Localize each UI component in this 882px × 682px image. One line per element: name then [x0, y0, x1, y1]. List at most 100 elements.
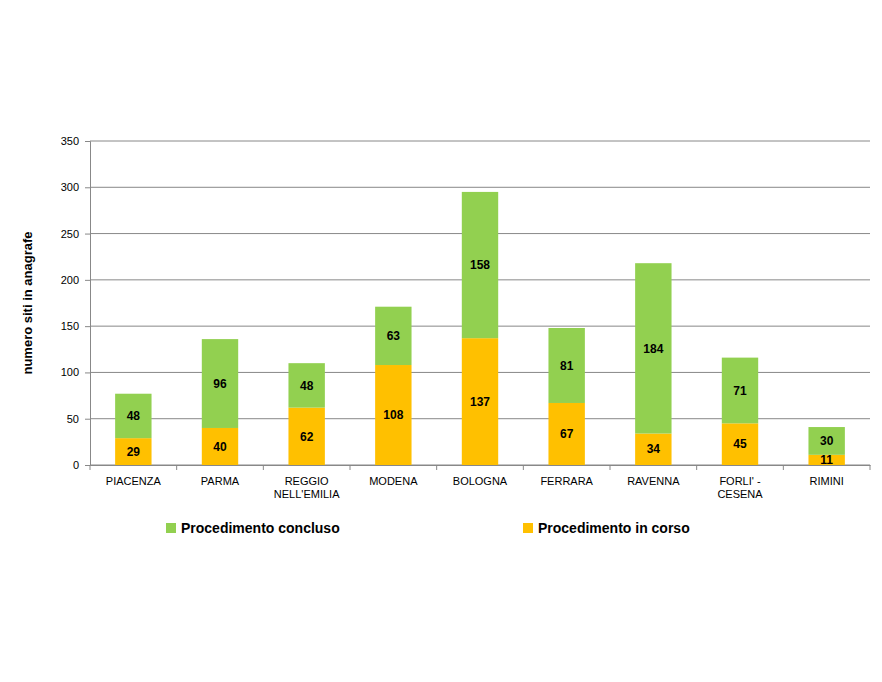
data-label: 34 — [647, 442, 661, 456]
bar — [375, 307, 411, 365]
y-tick: 300 — [61, 181, 90, 193]
x-tick: FERRARA — [540, 465, 593, 487]
data-label: 30 — [820, 434, 834, 448]
x-separators — [90, 465, 870, 470]
y-tick: 0 — [73, 459, 90, 471]
y-tick-mark — [85, 419, 90, 420]
y-tick-label: 350 — [61, 135, 79, 147]
x-tick: PARMA — [201, 465, 240, 487]
y-tick-label: 200 — [61, 274, 79, 286]
data-label: 71 — [733, 384, 747, 398]
x-tick-label: RAVENNA — [627, 475, 680, 487]
y-axis-title: numero siti in anagrafe — [20, 231, 35, 374]
x-tick-label-line: NELL'EMILIA — [274, 488, 340, 500]
y-tick-mark — [85, 326, 90, 327]
x-separator — [176, 465, 177, 470]
data-label: 62 — [300, 430, 314, 444]
bar — [635, 263, 671, 433]
x-tick: REGGIONELL'EMILIA — [274, 465, 340, 500]
y-tick-mark — [85, 280, 90, 281]
data-label: 158 — [470, 258, 490, 272]
x-separator — [90, 465, 91, 470]
bar — [288, 363, 324, 407]
y-tick-label: 50 — [67, 413, 79, 425]
x-separator — [610, 465, 611, 470]
y-tick: 200 — [61, 274, 90, 286]
legend-item: Procedimento in corso — [523, 520, 690, 536]
bar — [375, 365, 411, 465]
data-label: 48 — [300, 379, 314, 393]
x-tick: MODENA — [369, 465, 418, 487]
y-tick-label: 150 — [61, 320, 79, 332]
data-labels: 2940621081376734451148964863158811847130 — [127, 258, 834, 467]
grid-line — [90, 187, 870, 188]
data-label: 40 — [213, 440, 227, 454]
x-tick-label-line: CESENA — [717, 488, 763, 500]
data-label: 48 — [127, 409, 141, 423]
y-tick: 350 — [61, 135, 90, 147]
grid-line — [90, 141, 870, 142]
x-tick-label: RIMINI — [810, 475, 844, 487]
x-tick: RAVENNA — [627, 465, 680, 487]
x-tick: RIMINI — [810, 465, 844, 487]
x-tick: BOLOGNA — [453, 465, 508, 487]
data-label: 184 — [643, 342, 663, 356]
x-separator — [696, 465, 697, 470]
x-tick-label: FERRARA — [540, 475, 593, 487]
y-tick-mark — [85, 465, 90, 466]
legend-swatch — [523, 523, 533, 533]
legend-swatch — [166, 523, 176, 533]
series — [115, 192, 845, 455]
y-tick-label: 100 — [61, 366, 79, 378]
x-separator — [783, 465, 784, 470]
y-tick-mark — [85, 234, 90, 235]
x-tick-label-line: FORLI' - — [719, 475, 761, 487]
y-axis-line — [85, 142, 91, 466]
x-separator — [350, 465, 351, 470]
bar — [808, 427, 844, 455]
bar — [202, 339, 238, 428]
x-axis: PIACENZA PARMA REGGIONELL'EMILIA MODENA BOLO… — [91, 465, 871, 500]
data-label: 45 — [733, 437, 747, 451]
data-label: 11 — [820, 453, 833, 467]
x-tick: FORLI' -CESENA — [717, 465, 763, 500]
data-label: 81 — [560, 359, 574, 373]
bar — [115, 438, 151, 465]
legend-label: Procedimento in corso — [538, 520, 690, 536]
grid — [90, 141, 870, 465]
x-tick-label: REGGIONELL'EMILIA — [274, 475, 340, 500]
y-tick: 100 — [61, 366, 90, 378]
bar — [462, 192, 498, 338]
bar — [722, 423, 758, 465]
y-tick-label: 300 — [61, 181, 79, 193]
x-tick-label: PARMA — [201, 475, 240, 487]
x-separator — [523, 465, 524, 470]
legend: Procedimento concluso Procedimento in cor… — [166, 520, 690, 536]
data-label: 63 — [387, 329, 401, 343]
bar — [288, 408, 324, 465]
bar — [202, 428, 238, 465]
x-tick-label: PIACENZA — [106, 475, 162, 487]
x-axis-line — [91, 465, 871, 466]
series — [115, 338, 845, 465]
x-tick-label: FORLI' -CESENA — [717, 475, 763, 500]
data-label: 137 — [470, 395, 490, 409]
x-separator — [870, 465, 871, 470]
x-tick-label: BOLOGNA — [453, 475, 508, 487]
data-label: 67 — [560, 427, 574, 441]
x-tick-label: MODENA — [369, 475, 418, 487]
bar — [548, 403, 584, 465]
legend-item: Procedimento concluso — [166, 520, 340, 536]
bars — [115, 192, 845, 465]
bar — [548, 328, 584, 403]
y-tick-mark — [85, 141, 90, 142]
y-tick-label: 250 — [61, 228, 79, 240]
data-label: 108 — [383, 408, 403, 422]
legend-label: Procedimento concluso — [181, 520, 340, 536]
x-separator — [436, 465, 437, 470]
bar — [722, 358, 758, 424]
data-label: 96 — [213, 377, 227, 391]
y-tick-label: 0 — [73, 459, 79, 471]
y-tick-mark — [85, 187, 90, 188]
bar — [115, 394, 151, 438]
